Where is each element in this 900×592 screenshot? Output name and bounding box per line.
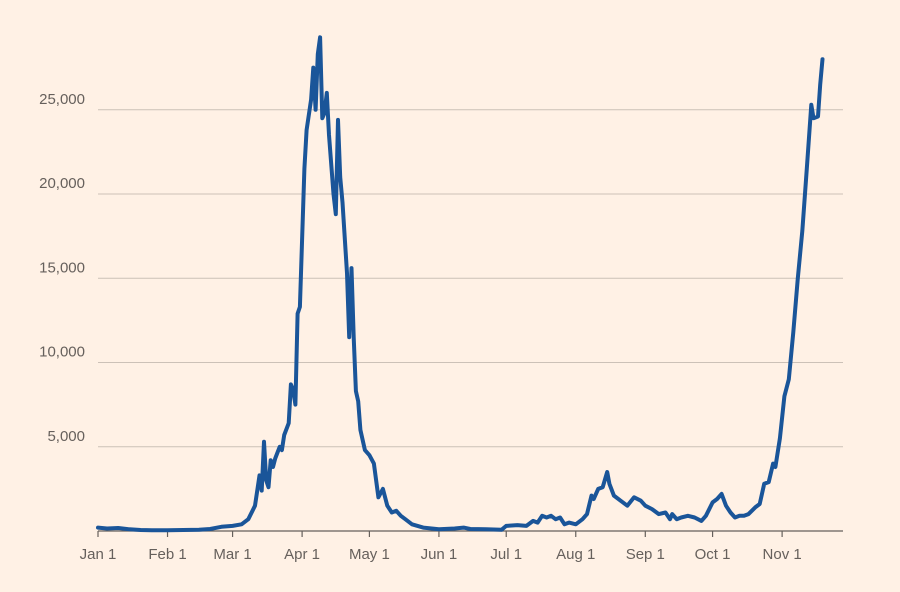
y-tick-label: 10,000 xyxy=(39,344,85,361)
x-tick-label: May 1 xyxy=(349,546,390,563)
x-tick-label: Jul 1 xyxy=(490,546,522,563)
x-tick-label: Oct 1 xyxy=(695,546,731,563)
x-axis-labels: Jan 1 Feb 1 Mar 1 Apr 1 May 1 Jun 1 Jul 1 Aug 1… xyxy=(80,546,802,563)
x-tick-label: Jun 1 xyxy=(421,546,458,563)
gridlines xyxy=(98,109,843,448)
series-layer xyxy=(96,35,825,533)
x-tick-label: Mar 1 xyxy=(213,546,251,563)
x-tick-label: Aug 1 xyxy=(556,546,595,563)
y-tick-label: 25,000 xyxy=(39,91,85,108)
x-axis-ticks xyxy=(97,531,783,537)
x-tick-label: Sep 1 xyxy=(626,546,665,563)
y-tick-label: 5,000 xyxy=(47,428,85,445)
y-tick-label: 20,000 xyxy=(39,175,85,192)
y-axis-labels: 5,000 10,000 15,000 20,000 25,000 xyxy=(39,91,85,445)
x-tick-label: Apr 1 xyxy=(284,546,320,563)
x-tick-label: Jan 1 xyxy=(80,546,117,563)
y-tick-label: 15,000 xyxy=(39,259,85,276)
x-tick-label: Feb 1 xyxy=(148,546,186,563)
x-tick-label: Nov 1 xyxy=(763,546,802,563)
series-line-0 xyxy=(96,35,825,533)
